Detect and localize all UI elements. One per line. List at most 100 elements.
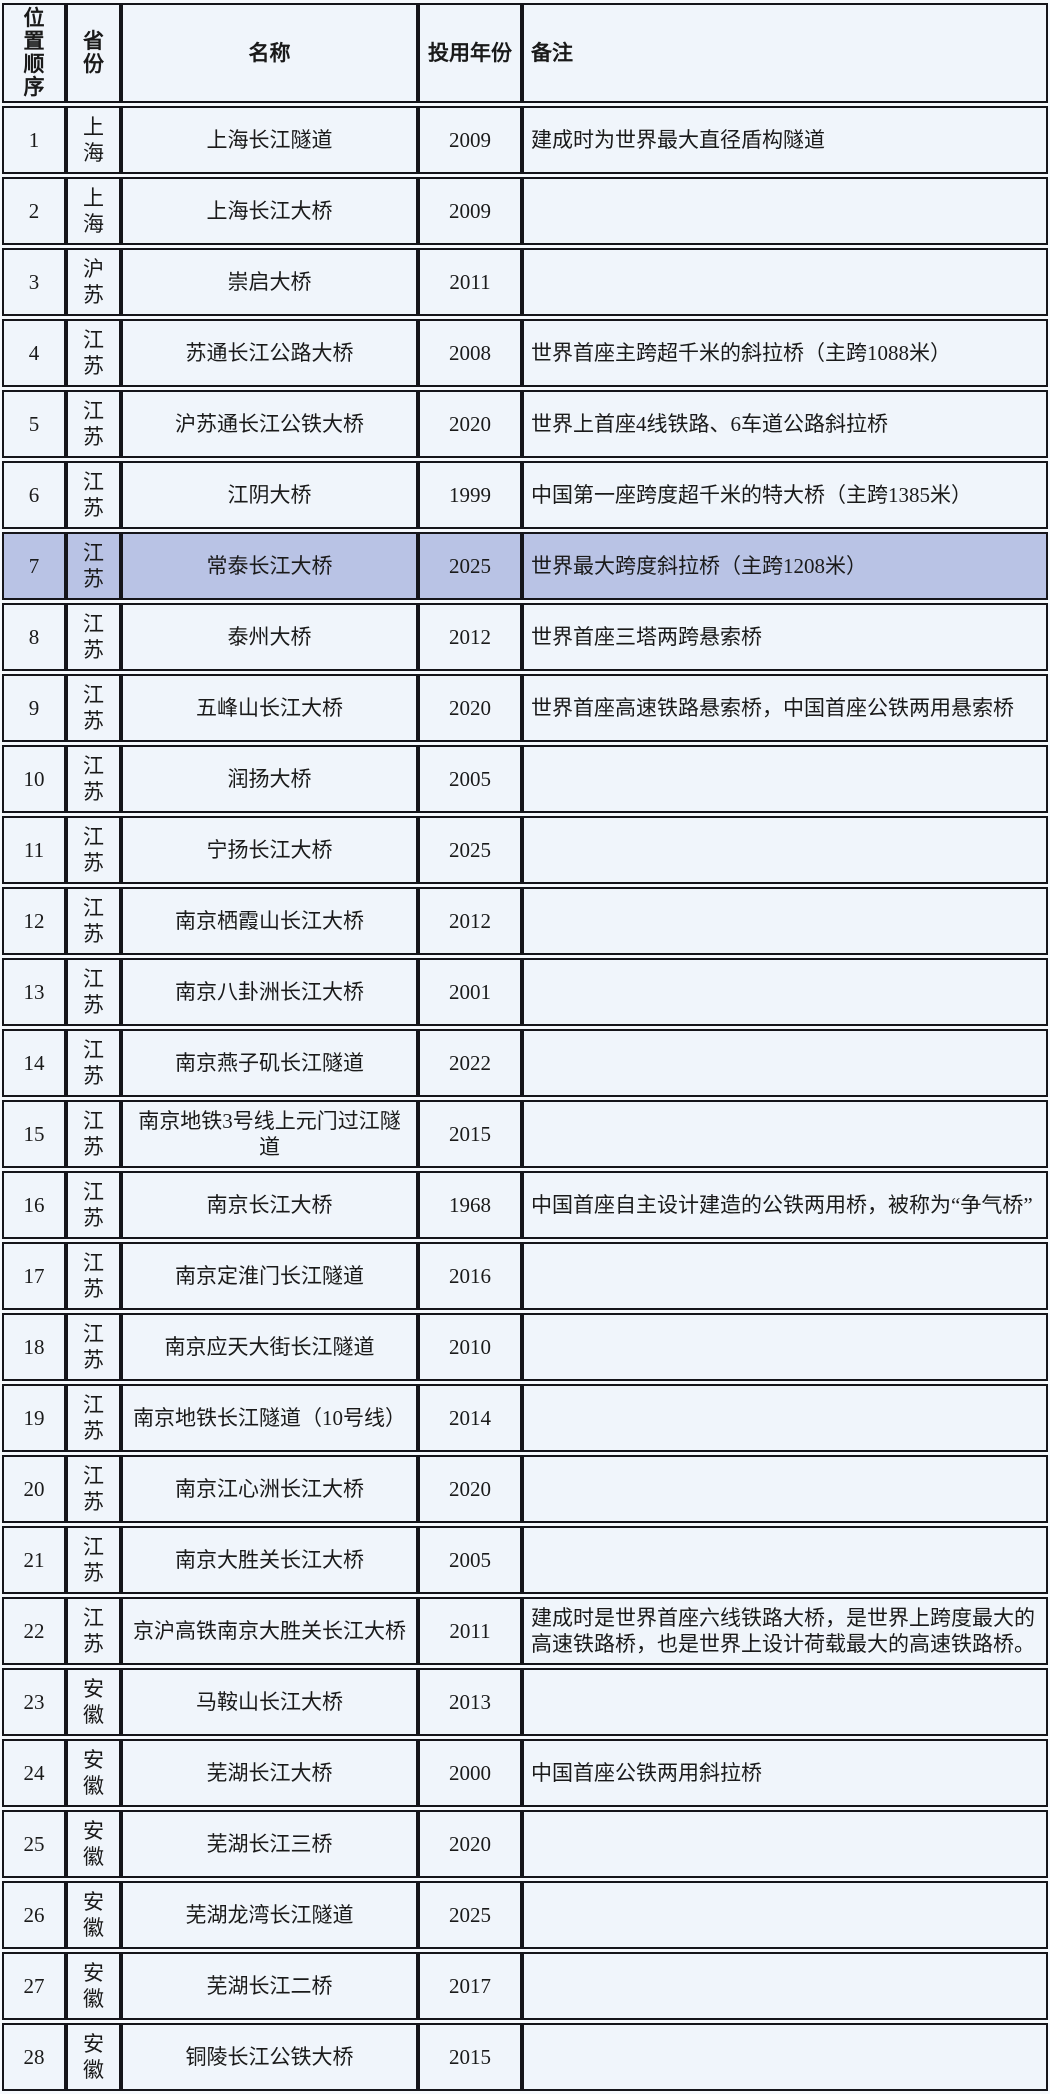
cell-name: 京沪高铁南京大胜关长江大桥 (121, 1597, 418, 1665)
cell-name: 宁扬长江大桥 (121, 816, 418, 884)
cell-name: 南京应天大街长江隧道 (121, 1313, 418, 1381)
cell-year: 2025 (418, 532, 522, 600)
cell-order: 1 (2, 106, 66, 174)
table-row: 6 江苏 江阴大桥 1999 中国第一座跨度超千米的特大桥（主跨1385米） (2, 461, 1048, 529)
table-row: 16 江苏 南京长江大桥 1968 中国首座自主设计建造的公铁两用桥，被称为“争气桥” (2, 1171, 1048, 1239)
cell-name: 泰州大桥 (121, 603, 418, 671)
cell-remark (522, 887, 1048, 955)
table-row: 17 江苏 南京定淮门长江隧道 2016 (2, 1242, 1048, 1310)
cell-remark: 世界首座主跨超千米的斜拉桥（主跨1088米） (522, 319, 1048, 387)
table-row: 25 安徽 芜湖长江三桥 2020 (2, 1810, 1048, 1878)
cell-year: 2008 (418, 319, 522, 387)
cell-order: 7 (2, 532, 66, 600)
cell-remark: 中国首座自主设计建造的公铁两用桥，被称为“争气桥” (522, 1171, 1048, 1239)
cell-remark: 建成时是世界首座六线铁路大桥，是世界上跨度最大的高速铁路桥，也是世界上设计荷载最… (522, 1597, 1048, 1665)
cell-year: 1999 (418, 461, 522, 529)
cell-name: 崇启大桥 (121, 248, 418, 316)
cell-year: 2000 (418, 1739, 522, 1807)
column-header-remark: 备注 (522, 3, 1048, 103)
cell-year: 2025 (418, 816, 522, 884)
cell-name: 马鞍山长江大桥 (121, 1668, 418, 1736)
table-row: 10 江苏 润扬大桥 2005 (2, 745, 1048, 813)
table-row: 27 安徽 芜湖长江二桥 2017 (2, 1952, 1048, 2020)
cell-remark: 世界首座高速铁路悬索桥，中国首座公铁两用悬索桥 (522, 674, 1048, 742)
cell-province: 江苏 (66, 603, 121, 671)
table-row: 9 江苏 五峰山长江大桥 2020 世界首座高速铁路悬索桥，中国首座公铁两用悬索桥 (2, 674, 1048, 742)
cell-order: 22 (2, 1597, 66, 1665)
column-header-order: 位置顺序 (2, 3, 66, 103)
cell-name: 沪苏通长江公铁大桥 (121, 390, 418, 458)
bridges-table-body: 1 上海 上海长江隧道 2009 建成时为世界最大直径盾构隧道 2 上海 上海长江大桥 2009… (2, 106, 1048, 2091)
cell-year: 2017 (418, 1952, 522, 2020)
cell-name: 南京江心洲长江大桥 (121, 1455, 418, 1523)
cell-order: 19 (2, 1384, 66, 1452)
table-row: 2 上海 上海长江大桥 2009 (2, 177, 1048, 245)
cell-order: 16 (2, 1171, 66, 1239)
cell-year: 2025 (418, 1881, 522, 1949)
cell-name: 江阴大桥 (121, 461, 418, 529)
cell-year: 2013 (418, 1668, 522, 1736)
cell-province: 江苏 (66, 1526, 121, 1594)
cell-province: 江苏 (66, 745, 121, 813)
table-row: 22 江苏 京沪高铁南京大胜关长江大桥 2011 建成时是世界首座六线铁路大桥，是世界上… (2, 1597, 1048, 1665)
cell-remark (522, 1313, 1048, 1381)
cell-province: 江苏 (66, 532, 121, 600)
cell-province: 江苏 (66, 674, 121, 742)
cell-order: 17 (2, 1242, 66, 1310)
cell-province: 江苏 (66, 816, 121, 884)
cell-year: 2012 (418, 887, 522, 955)
cell-year: 2020 (418, 1455, 522, 1523)
cell-remark (522, 958, 1048, 1026)
cell-remark: 世界最大跨度斜拉桥（主跨1208米） (522, 532, 1048, 600)
table-row: 12 江苏 南京栖霞山长江大桥 2012 (2, 887, 1048, 955)
cell-province: 江苏 (66, 1313, 121, 1381)
cell-province: 安徽 (66, 1881, 121, 1949)
cell-remark (522, 816, 1048, 884)
table-row: 21 江苏 南京大胜关长江大桥 2005 (2, 1526, 1048, 1594)
cell-province: 江苏 (66, 958, 121, 1026)
cell-year: 2001 (418, 958, 522, 1026)
cell-order: 3 (2, 248, 66, 316)
cell-order: 27 (2, 1952, 66, 2020)
cell-year: 2009 (418, 177, 522, 245)
cell-name: 芜湖龙湾长江隧道 (121, 1881, 418, 1949)
cell-remark (522, 1455, 1048, 1523)
column-header-name: 名称 (121, 3, 418, 103)
cell-order: 25 (2, 1810, 66, 1878)
cell-province: 安徽 (66, 2023, 121, 2091)
table-row: 4 江苏 苏通长江公路大桥 2008 世界首座主跨超千米的斜拉桥（主跨1088米） (2, 319, 1048, 387)
cell-remark (522, 1952, 1048, 2020)
cell-order: 21 (2, 1526, 66, 1594)
cell-order: 26 (2, 1881, 66, 1949)
cell-remark (522, 248, 1048, 316)
table-row: 7 江苏 常泰长江大桥 2025 世界最大跨度斜拉桥（主跨1208米） (2, 532, 1048, 600)
table-row: 18 江苏 南京应天大街长江隧道 2010 (2, 1313, 1048, 1381)
cell-year: 2016 (418, 1242, 522, 1310)
cell-year: 2020 (418, 674, 522, 742)
cell-order: 2 (2, 177, 66, 245)
cell-order: 6 (2, 461, 66, 529)
cell-remark (522, 1384, 1048, 1452)
cell-remark (522, 177, 1048, 245)
cell-year: 2012 (418, 603, 522, 671)
table-row: 13 江苏 南京八卦洲长江大桥 2001 (2, 958, 1048, 1026)
cell-province: 江苏 (66, 1171, 121, 1239)
column-header-year: 投用年份 (418, 3, 522, 103)
cell-remark: 中国首座公铁两用斜拉桥 (522, 1739, 1048, 1807)
table-header-row: 位置顺序 省份 名称 投用年份 备注 (2, 3, 1048, 103)
cell-remark: 建成时为世界最大直径盾构隧道 (522, 106, 1048, 174)
cell-province: 上海 (66, 177, 121, 245)
cell-name: 南京地铁3号线上元门过江隧道 (121, 1100, 418, 1168)
cell-order: 24 (2, 1739, 66, 1807)
cell-order: 10 (2, 745, 66, 813)
cell-name: 南京地铁长江隧道（10号线） (121, 1384, 418, 1452)
cell-remark (522, 1526, 1048, 1594)
cell-year: 2009 (418, 106, 522, 174)
cell-year: 2022 (418, 1029, 522, 1097)
cell-name: 常泰长江大桥 (121, 532, 418, 600)
cell-province: 江苏 (66, 1455, 121, 1523)
cell-name: 五峰山长江大桥 (121, 674, 418, 742)
cell-order: 5 (2, 390, 66, 458)
cell-order: 15 (2, 1100, 66, 1168)
